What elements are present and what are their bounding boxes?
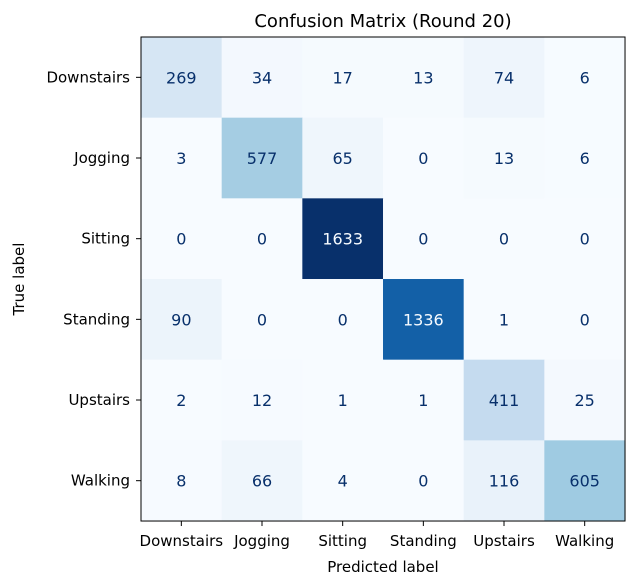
cell-value-label: 66 <box>252 472 272 491</box>
cell-value-label: 65 <box>332 149 352 168</box>
cell-value-label: 90 <box>171 310 191 329</box>
cell-value-label: 34 <box>252 68 272 87</box>
heatmap-cell <box>302 117 384 199</box>
x-tick-label: Walking <box>555 532 614 550</box>
heatmap-cell <box>383 359 465 441</box>
cell-value-label: 0 <box>418 149 428 168</box>
heatmap-cell <box>141 279 223 361</box>
cell-value-label: 4 <box>338 472 348 491</box>
y-tick-label: Downstairs <box>46 68 130 86</box>
heatmap-cell <box>544 198 626 280</box>
cell-value-label: 12 <box>252 391 272 410</box>
x-tick-label: Upstairs <box>473 532 535 550</box>
heatmap-cell <box>141 37 223 119</box>
x-tick-label: Downstairs <box>140 532 224 550</box>
heatmap-cell <box>544 279 626 361</box>
cell-value-label: 1 <box>499 310 509 329</box>
cell-value-label: 3 <box>176 149 186 168</box>
heatmap-cell <box>383 440 465 522</box>
heatmap-cell <box>463 37 545 119</box>
cell-value-label: 13 <box>413 68 433 87</box>
cell-value-label: 0 <box>176 230 186 249</box>
heatmap-cells <box>141 37 626 522</box>
y-axis-ticks: Downstairs Jogging Sitting Standing Upstairs… <box>46 68 141 490</box>
cell-value-label: 0 <box>580 230 590 249</box>
heatmap-cell <box>302 279 384 361</box>
cell-value-label: 0 <box>338 310 348 329</box>
cell-value-label: 6 <box>580 149 590 168</box>
heatmap-cell <box>221 279 303 361</box>
heatmap-cell <box>302 359 384 441</box>
cell-value-label: 25 <box>575 391 595 410</box>
heatmap-cell <box>141 359 223 441</box>
heatmap-cell <box>544 37 626 119</box>
heatmap-cell <box>383 117 465 199</box>
cell-value-label: 0 <box>418 230 428 249</box>
heatmap-cell <box>302 37 384 119</box>
y-tick-label: Walking <box>71 472 130 490</box>
cell-value-label: 8 <box>176 472 186 491</box>
cell-value-label: 0 <box>257 230 267 249</box>
heatmap-cell <box>544 440 626 522</box>
chart-title: Confusion Matrix (Round 20) <box>254 11 511 32</box>
cell-value-label: 411 <box>489 391 520 410</box>
plot-frame <box>140 36 626 522</box>
heatmap-cell <box>141 198 223 280</box>
cell-value-labels: 269 34 17 13 74 6 3 577 65 0 13 6 0 0 1633 0 0 0 90 0 0 1336 1… <box>166 68 600 490</box>
cell-value-label: 2 <box>176 391 186 410</box>
x-tick-label: Standing <box>390 532 457 550</box>
heatmap-cell <box>463 198 545 280</box>
heatmap-cell <box>544 117 626 199</box>
cell-value-label: 6 <box>580 68 590 87</box>
x-tick-label: Sitting <box>318 532 367 550</box>
cell-value-label: 1 <box>418 391 428 410</box>
heatmap-cell <box>141 440 223 522</box>
heatmap-cell <box>463 359 545 441</box>
cell-value-label: 13 <box>494 149 514 168</box>
cell-value-label: 116 <box>489 472 520 491</box>
y-tick-label: Standing <box>63 310 130 328</box>
heatmap-cell <box>302 198 384 280</box>
heatmap-cell <box>221 359 303 441</box>
cell-value-label: 577 <box>247 149 278 168</box>
cell-value-label: 0 <box>418 472 428 491</box>
heatmap-cell <box>221 198 303 280</box>
heatmap-cell <box>221 117 303 199</box>
y-tick-label: Sitting <box>81 230 130 248</box>
y-axis-label: True label <box>10 243 28 317</box>
heatmap-cell <box>463 440 545 522</box>
cell-value-label: 1336 <box>403 310 444 329</box>
x-tick-label: Jogging <box>233 532 290 550</box>
heatmap-cell <box>221 440 303 522</box>
y-tick-label: Jogging <box>73 149 130 167</box>
heatmap-cell <box>383 198 465 280</box>
cell-value-label: 0 <box>580 310 590 329</box>
cell-value-label: 1 <box>338 391 348 410</box>
heatmap-cell <box>463 117 545 199</box>
cell-value-label: 1633 <box>322 230 363 249</box>
heatmap-cell <box>463 279 545 361</box>
x-axis-label: Predicted label <box>327 558 438 576</box>
cell-value-label: 17 <box>332 68 352 87</box>
heatmap-cell <box>544 359 626 441</box>
y-tick-label: Upstairs <box>68 391 130 409</box>
x-axis-ticks: Downstairs Jogging Sitting Standing Upstairs… <box>140 521 614 550</box>
cell-value-label: 74 <box>494 68 514 87</box>
heatmap-cell <box>302 440 384 522</box>
heatmap-cell <box>383 279 465 361</box>
heatmap-cell <box>383 37 465 119</box>
cell-value-label: 0 <box>257 310 267 329</box>
cell-value-label: 0 <box>499 230 509 249</box>
heatmap-cell <box>141 117 223 199</box>
cell-value-label: 605 <box>569 472 600 491</box>
cell-value-label: 269 <box>166 68 197 87</box>
heatmap-cell <box>221 37 303 119</box>
